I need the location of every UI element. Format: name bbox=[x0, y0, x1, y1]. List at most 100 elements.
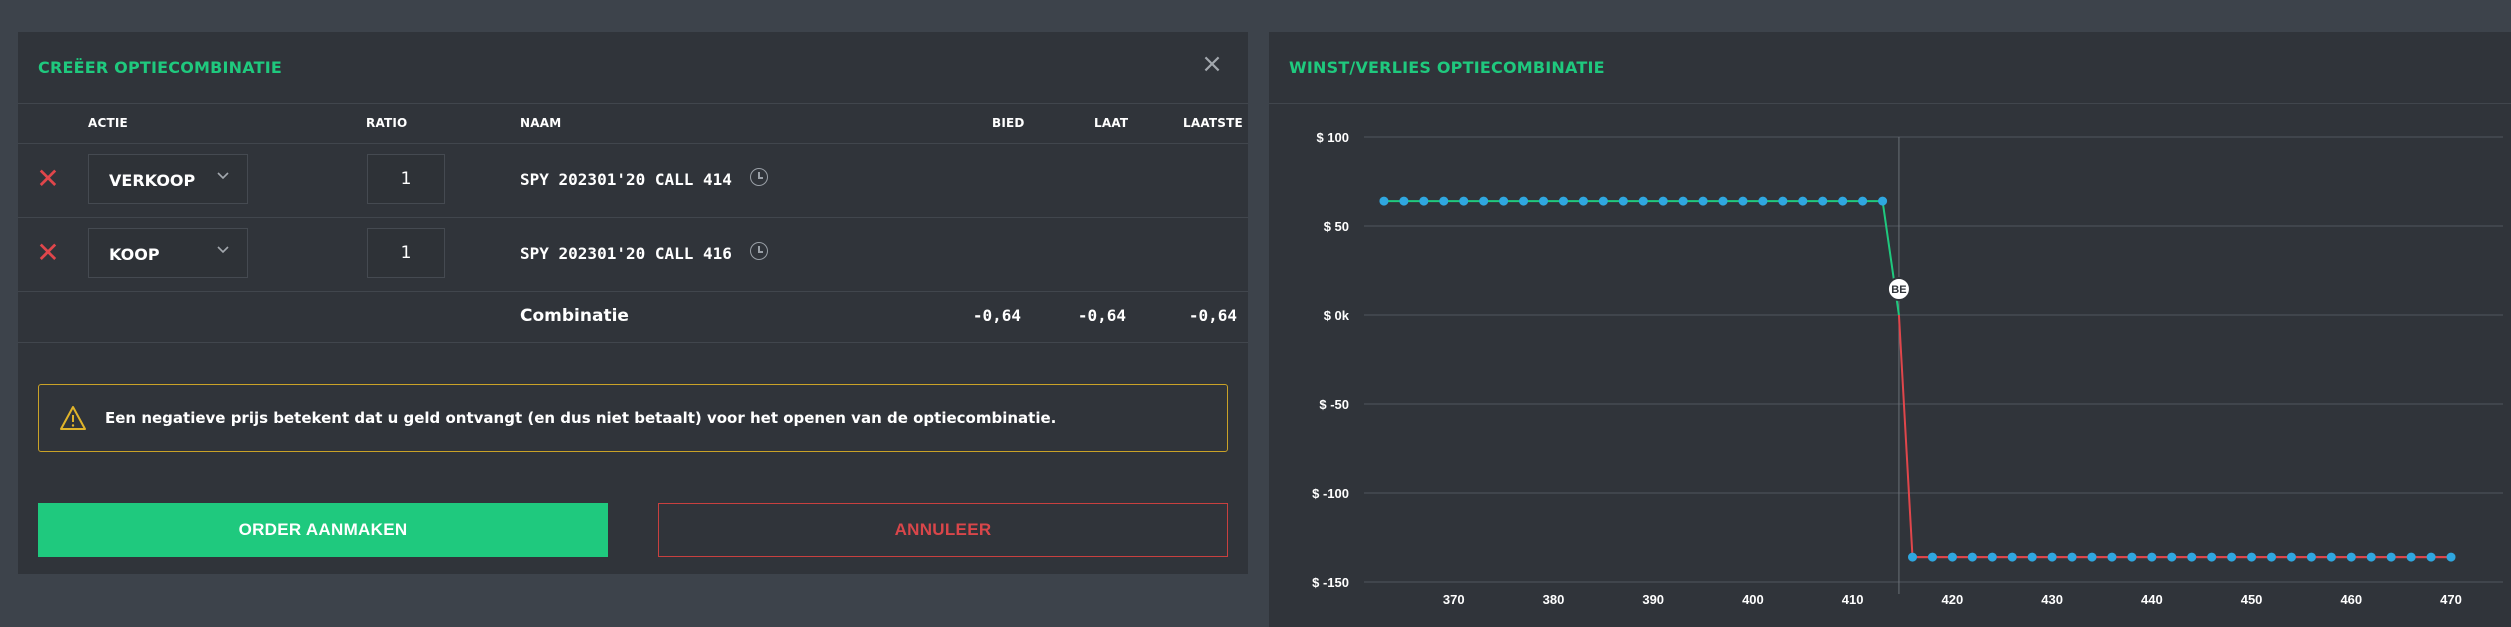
divider bbox=[18, 291, 1248, 292]
data-point bbox=[1738, 196, 1748, 206]
y-tick-label: $ -100 bbox=[1312, 486, 1349, 501]
data-point bbox=[1578, 196, 1588, 206]
x-tick-label: 400 bbox=[1742, 592, 1764, 607]
col-laatste: LAATSTE bbox=[1183, 116, 1243, 130]
data-point bbox=[1987, 552, 1997, 562]
x-tick-label: 450 bbox=[2241, 592, 2263, 607]
x-tick-label: 470 bbox=[2440, 592, 2462, 607]
cancel-button[interactable]: ANNULEER bbox=[658, 503, 1228, 557]
chevron-down-icon bbox=[215, 241, 231, 261]
x-tick-label: 460 bbox=[2340, 592, 2362, 607]
warning-icon bbox=[59, 405, 87, 431]
warning-text: Een negatieve prijs betekent dat u geld … bbox=[105, 409, 1057, 427]
data-point bbox=[1379, 196, 1389, 206]
data-point bbox=[1539, 196, 1549, 206]
profit-loss-chart: $ 100 $ 50 $ 0k $ -50 $ -100 $ -150 370 380 390 4… bbox=[1312, 130, 2503, 607]
data-point bbox=[1908, 552, 1917, 562]
col-actie: ACTIE bbox=[88, 116, 128, 130]
data-point bbox=[2366, 552, 2376, 562]
combination-bid: -0,64 bbox=[972, 306, 1021, 325]
data-point bbox=[1778, 196, 1788, 206]
divider bbox=[18, 342, 1248, 343]
create-combination-panel: CREËER OPTIECOMBINATIE × ACTIE RATIO NAA… bbox=[18, 32, 1248, 574]
data-point bbox=[2426, 552, 2436, 562]
data-point bbox=[1558, 196, 1568, 206]
combination-label: Combinatie bbox=[520, 306, 629, 326]
data-point bbox=[1678, 196, 1688, 206]
data-point bbox=[2127, 552, 2137, 562]
data-point bbox=[2446, 552, 2456, 562]
col-bied: BIED bbox=[992, 116, 1025, 130]
delete-leg-icon[interactable]: ✕ bbox=[36, 236, 60, 269]
data-point bbox=[2107, 552, 2117, 562]
data-point bbox=[1718, 196, 1728, 206]
combination-last: -0,64 bbox=[1188, 306, 1237, 325]
breakeven-marker bbox=[1886, 277, 1911, 301]
combination-ask: -0,64 bbox=[1077, 306, 1126, 325]
col-laat: LAAT bbox=[1094, 116, 1129, 130]
data-point bbox=[1479, 196, 1489, 206]
data-point bbox=[1499, 196, 1509, 206]
data-point bbox=[2326, 552, 2336, 562]
x-tick-label: 390 bbox=[1642, 592, 1664, 607]
x-tick-label: 380 bbox=[1543, 592, 1565, 607]
x-tick-label: 440 bbox=[2141, 592, 2163, 607]
data-point bbox=[1459, 196, 1469, 206]
data-point bbox=[1758, 196, 1768, 206]
option-name: SPY 202301'20 CALL 416 bbox=[520, 244, 732, 263]
option-name: SPY 202301'20 CALL 414 bbox=[520, 170, 732, 189]
x-tick-label: 370 bbox=[1443, 592, 1465, 607]
x-tick-label: 410 bbox=[1842, 592, 1864, 607]
data-point bbox=[1638, 196, 1648, 206]
profit-loss-panel: WINST/VERLIES OPTIECOMBINATIE $ 100 $ 50 $… bbox=[1269, 32, 2511, 627]
data-point bbox=[2386, 552, 2396, 562]
profit-series-line bbox=[1383, 200, 1900, 316]
data-point bbox=[1399, 196, 1409, 206]
ratio-input[interactable] bbox=[367, 228, 445, 278]
create-order-button[interactable]: ORDER AANMAKEN bbox=[38, 503, 608, 557]
data-point bbox=[2207, 552, 2217, 562]
data-point bbox=[1818, 196, 1828, 206]
y-tick-label: $ -150 bbox=[1312, 575, 1349, 590]
delete-leg-icon[interactable]: ✕ bbox=[36, 162, 60, 195]
data-point bbox=[1698, 196, 1708, 206]
data-point bbox=[2087, 552, 2097, 562]
panel-title: WINST/VERLIES OPTIECOMBINATIE bbox=[1289, 58, 1605, 77]
warning-box: Een negatieve prijs betekent dat u geld … bbox=[38, 384, 1228, 452]
data-point bbox=[1519, 196, 1529, 206]
action-value: KOOP bbox=[109, 245, 160, 264]
data-point bbox=[2067, 552, 2077, 562]
data-point bbox=[1598, 196, 1608, 206]
close-icon[interactable]: × bbox=[1201, 49, 1223, 79]
leg-row-1: ✕ VERKOOP SPY 202301'20 CALL 414 bbox=[18, 144, 1248, 217]
clock-icon[interactable] bbox=[750, 168, 768, 186]
data-point bbox=[2247, 552, 2257, 562]
data-point bbox=[1838, 196, 1848, 206]
data-point bbox=[2267, 552, 2277, 562]
y-tick-label: $ 100 bbox=[1316, 130, 1349, 145]
clock-icon[interactable] bbox=[750, 242, 768, 260]
data-point bbox=[2286, 552, 2296, 562]
col-ratio: RATIO bbox=[366, 116, 408, 130]
data-point bbox=[1878, 196, 1888, 206]
loss-series-line bbox=[1897, 314, 2452, 559]
divider bbox=[18, 103, 1248, 104]
panel-title: CREËER OPTIECOMBINATIE bbox=[38, 58, 283, 77]
x-tick-label: 430 bbox=[2041, 592, 2063, 607]
action-select[interactable]: KOOP bbox=[88, 228, 248, 278]
divider bbox=[1269, 103, 2511, 104]
leg-row-2: ✕ KOOP SPY 202301'20 CALL 416 bbox=[18, 218, 1248, 291]
y-tick-label: $ 0k bbox=[1324, 308, 1350, 323]
action-value: VERKOOP bbox=[109, 171, 196, 190]
data-point bbox=[2406, 552, 2416, 562]
y-tick-label: $ 50 bbox=[1324, 219, 1349, 234]
divider bbox=[18, 143, 1248, 144]
col-naam: NAAM bbox=[520, 116, 562, 130]
data-point bbox=[1618, 196, 1628, 206]
data-point bbox=[2227, 552, 2237, 562]
data-point bbox=[2167, 552, 2177, 562]
divider bbox=[18, 217, 1248, 218]
ratio-input[interactable] bbox=[367, 154, 445, 204]
action-select[interactable]: VERKOOP bbox=[88, 154, 248, 204]
data-point bbox=[1658, 196, 1668, 206]
